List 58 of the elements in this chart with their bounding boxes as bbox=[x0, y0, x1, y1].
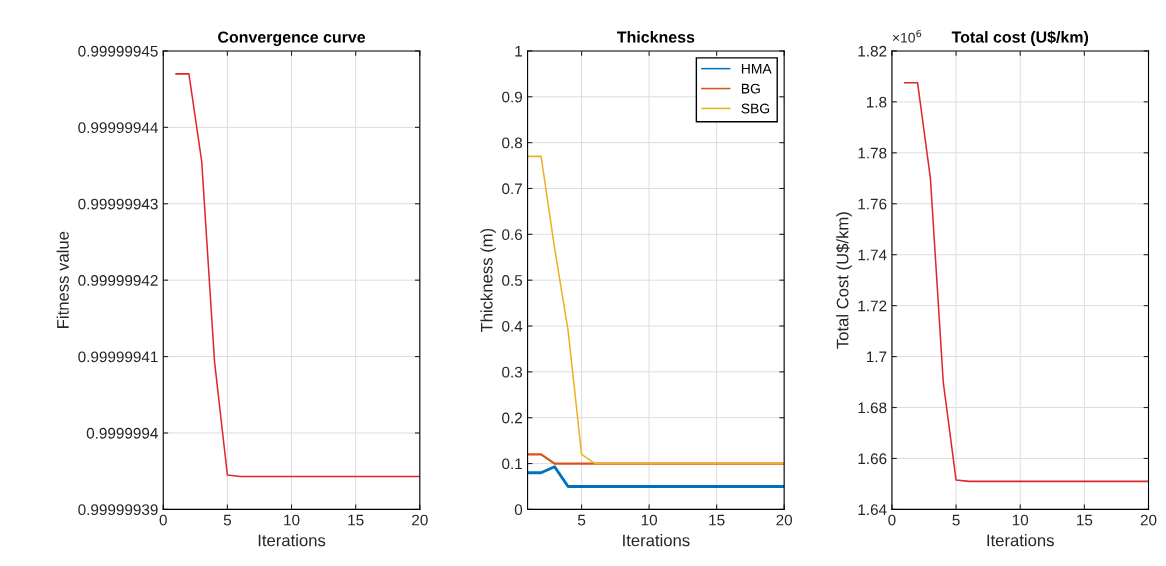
x-axis-title: Iterations bbox=[987, 534, 1054, 547]
y-tick-label: 0.4 bbox=[502, 320, 523, 332]
x-tick-label: 15 bbox=[1077, 514, 1093, 526]
y-tick-label: 0.99999942 bbox=[78, 275, 158, 286]
y-tick-label: 0.1 bbox=[502, 458, 522, 470]
y-tick-label: 0.8 bbox=[502, 137, 523, 149]
legend-label: HMA bbox=[741, 63, 772, 74]
x-tick-label: 20 bbox=[412, 514, 428, 526]
y-axis-title: Thickness (m) bbox=[480, 228, 496, 333]
y-tick-label: 1.76 bbox=[858, 198, 887, 210]
y-tick-label: 1.7 bbox=[867, 351, 887, 363]
y-tick-label: 0 bbox=[514, 504, 523, 516]
y-axis-title: Fitness value bbox=[56, 231, 69, 328]
y-tick-label: 0.99999945 bbox=[78, 45, 158, 57]
y-tick-label: 0.5 bbox=[502, 275, 523, 286]
x-axis-title: Iterations bbox=[258, 534, 326, 547]
chart-title: Total cost (U$/km) bbox=[951, 30, 1089, 46]
legend-label: SBG bbox=[741, 103, 770, 114]
x-axis-title: Iterations bbox=[623, 534, 690, 547]
y-tick-label: 0.99999939 bbox=[78, 504, 158, 516]
text: ×10$^{6}$ bbox=[892, 29, 922, 43]
y-tick-label: 0.7 bbox=[502, 183, 522, 195]
x-tick-label: 10 bbox=[284, 514, 300, 526]
y-tick-label: 1.72 bbox=[858, 300, 887, 312]
y-tick-label: 0.99999944 bbox=[78, 122, 158, 134]
x-tick-label: 5 bbox=[952, 514, 960, 526]
x-tick-label: 20 bbox=[776, 514, 793, 526]
x-tick-label: 10 bbox=[641, 514, 658, 526]
y-tick-label: 0.9999994 bbox=[86, 427, 158, 439]
chart-title: Convergence curve bbox=[218, 31, 366, 46]
line-series bbox=[527, 155, 785, 465]
y-tick-label: 1 bbox=[515, 45, 522, 57]
chart-title: Thickness bbox=[617, 31, 695, 43]
line-series bbox=[903, 82, 1149, 483]
x-tick-label: 15 bbox=[348, 514, 364, 526]
y-tick-label: 1.82 bbox=[858, 45, 887, 57]
y-tick-label: 1.68 bbox=[858, 402, 887, 414]
legend-label: BG bbox=[741, 83, 760, 94]
x-tick-label: 20 bbox=[1140, 514, 1157, 526]
x-tick-label: 5 bbox=[223, 514, 231, 526]
y-tick-label: 0.99999941 bbox=[78, 351, 158, 363]
x-tick-label: 5 bbox=[577, 514, 586, 526]
y-tick-label: 1.64 bbox=[858, 504, 887, 516]
line-series bbox=[175, 73, 420, 478]
x-tick-label: 0 bbox=[159, 514, 167, 526]
y-tick-label: 0.3 bbox=[502, 366, 523, 378]
x-tick-label: 0 bbox=[888, 514, 896, 526]
y-tick-label: 1.78 bbox=[858, 147, 887, 159]
y-tick-label: 1.74 bbox=[858, 249, 887, 261]
y-axis-title: Total Cost (U$/km) bbox=[835, 212, 852, 349]
y-tick-label: 0.2 bbox=[502, 412, 522, 424]
x-tick-label: 15 bbox=[709, 514, 725, 526]
y-tick-label: 1.66 bbox=[858, 453, 887, 465]
x-tick-label: 10 bbox=[1012, 514, 1029, 526]
y-tick-label: 0.9 bbox=[502, 91, 522, 103]
y-tick-label: 1.8 bbox=[867, 96, 887, 108]
y-tick-label: 0.99999943 bbox=[78, 198, 158, 210]
y-tick-label: 0.6 bbox=[502, 229, 523, 241]
